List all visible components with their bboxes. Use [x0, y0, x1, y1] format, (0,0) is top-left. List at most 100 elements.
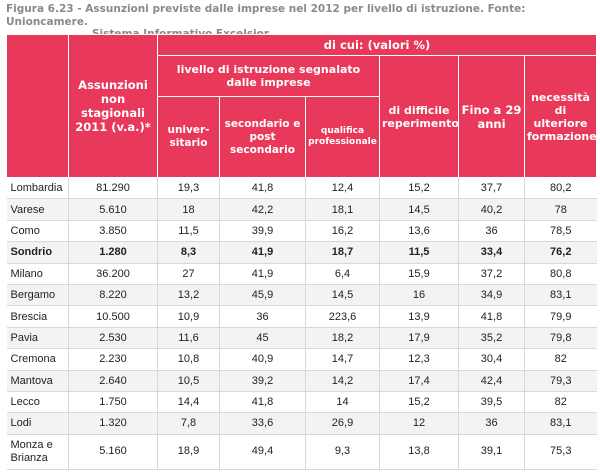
table-row: Lodi 1.320 7,8 33,6 26,9 12 36 83,1 — [6, 412, 597, 435]
table-row: Milano 36.200 27 41,9 6,4 15,9 37,2 80,8 — [6, 262, 597, 285]
cell-universitario: 13,2 — [157, 283, 220, 306]
cell-secondario: 49,4 — [219, 433, 306, 470]
row-name: Lombardia — [6, 176, 69, 199]
cell-formazione: 79,9 — [524, 305, 597, 328]
cell-qualifica: 14,2 — [305, 369, 380, 392]
cell-fino-29: 40,2 — [458, 198, 525, 221]
cell-secondario: 45 — [219, 326, 306, 349]
cell-secondario: 41,8 — [219, 390, 306, 413]
cell-formazione: 78 — [524, 198, 597, 221]
cell-qualifica: 18,2 — [305, 326, 380, 349]
cell-difficile: 15,2 — [379, 390, 459, 413]
header-ulteriore-formazione: necessità di ulteriore formazione — [523, 55, 598, 178]
cell-formazione: 82 — [524, 348, 597, 371]
cell-assunzioni: 10.500 — [68, 305, 158, 328]
table-row: Varese 5.610 18 42,2 18,1 14,5 40,2 78 — [6, 198, 597, 221]
table-row: Lombardia 81.290 19,3 41,8 12,4 15,2 37,… — [6, 176, 597, 199]
cell-qualifica: 14 — [305, 390, 380, 413]
cell-fino-29: 39,1 — [458, 433, 525, 470]
header-corner — [6, 34, 69, 178]
header-secondario: secondario e post secondario — [219, 96, 306, 178]
cell-universitario: 18,9 — [157, 433, 220, 470]
cell-secondario: 33,6 — [219, 412, 306, 435]
cell-assunzioni: 2.230 — [68, 348, 158, 371]
row-name: Brescia — [6, 305, 69, 328]
cell-assunzioni: 5.610 — [68, 198, 158, 221]
cell-fino-29: 34,9 — [458, 283, 525, 306]
cell-secondario: 45,9 — [219, 283, 306, 306]
cell-formazione: 78,5 — [524, 219, 597, 242]
cell-assunzioni: 1.320 — [68, 412, 158, 435]
cell-fino-29: 37,7 — [458, 176, 525, 199]
cell-secondario: 40,9 — [219, 348, 306, 371]
cell-universitario: 11,5 — [157, 219, 220, 242]
header-fino-29-anni: Fino a 29 anni — [458, 55, 525, 178]
cell-difficile: 12,3 — [379, 348, 459, 371]
cell-difficile: 13,8 — [379, 433, 459, 470]
cell-assunzioni: 2.640 — [68, 369, 158, 392]
cell-difficile: 17,9 — [379, 326, 459, 349]
row-name: Mantova — [6, 369, 69, 392]
cell-fino-29: 37,2 — [458, 262, 525, 285]
cell-difficile: 15,9 — [379, 262, 459, 285]
table-row: Mantova 2.640 10,5 39,2 14,2 17,4 42,4 7… — [6, 369, 597, 392]
row-name: Monza e Brianza — [6, 433, 69, 470]
cell-universitario: 10,8 — [157, 348, 220, 371]
cell-formazione: 75,3 — [524, 433, 597, 470]
cell-difficile: 14,5 — [379, 198, 459, 221]
cell-universitario: 8,3 — [157, 241, 220, 264]
cell-formazione: 80,8 — [524, 262, 597, 285]
cell-secondario: 41,9 — [219, 262, 306, 285]
cell-universitario: 10,5 — [157, 369, 220, 392]
cell-difficile: 12 — [379, 412, 459, 435]
row-name: Lecco — [6, 390, 69, 413]
header-qualifica: qualifica professionale — [305, 96, 380, 178]
cell-assunzioni: 1.750 — [68, 390, 158, 413]
header-livello-istruzione: livello di istruzione segnalato dalle im… — [157, 55, 380, 97]
cell-assunzioni: 8.220 — [68, 283, 158, 306]
row-name: Pavia — [6, 326, 69, 349]
cell-difficile: 13,9 — [379, 305, 459, 328]
table-body: Lombardia 81.290 19,3 41,8 12,4 15,2 37,… — [6, 176, 597, 470]
cell-fino-29: 35,2 — [458, 326, 525, 349]
cell-qualifica: 14,5 — [305, 283, 380, 306]
cell-qualifica: 12,4 — [305, 176, 380, 199]
header-difficile-reperimento: di difficile reperimento — [379, 55, 459, 178]
cell-difficile: 15,2 — [379, 176, 459, 199]
cell-qualifica: 6,4 — [305, 262, 380, 285]
cell-formazione: 83,1 — [524, 283, 597, 306]
cell-assunzioni: 5.160 — [68, 433, 158, 470]
cell-formazione: 80,2 — [524, 176, 597, 199]
cell-assunzioni: 1.280 — [68, 241, 158, 264]
cell-assunzioni: 3.850 — [68, 219, 158, 242]
cell-formazione: 79,3 — [524, 369, 597, 392]
cell-difficile: 11,5 — [379, 241, 459, 264]
cell-formazione: 79,8 — [524, 326, 597, 349]
cell-formazione: 76,2 — [524, 241, 597, 264]
row-name: Como — [6, 219, 69, 242]
table-row-highlighted: Sondrio 1.280 8,3 41,9 18,7 11,5 33,4 76… — [6, 241, 597, 264]
cell-secondario: 39,9 — [219, 219, 306, 242]
header-di-cui: di cui: (valori %) — [156, 34, 598, 56]
cell-fino-29: 36 — [458, 219, 525, 242]
cell-fino-29: 42,4 — [458, 369, 525, 392]
cell-universitario: 7,8 — [157, 412, 220, 435]
cell-fino-29: 39,5 — [458, 390, 525, 413]
table-row: Brescia 10.500 10,9 36 223,6 13,9 41,8 7… — [6, 305, 597, 328]
cell-universitario: 18 — [157, 198, 220, 221]
cell-secondario: 41,9 — [219, 241, 306, 264]
cell-formazione: 82 — [524, 390, 597, 413]
cell-universitario: 19,3 — [157, 176, 220, 199]
cell-qualifica: 18,1 — [305, 198, 380, 221]
cell-difficile: 16 — [379, 283, 459, 306]
cell-assunzioni: 81.290 — [68, 176, 158, 199]
table-row: Cremona 2.230 10,8 40,9 14,7 12,3 30,4 8… — [6, 348, 597, 371]
cell-formazione: 83,1 — [524, 412, 597, 435]
cell-fino-29: 33,4 — [458, 241, 525, 264]
cell-universitario: 11,6 — [157, 326, 220, 349]
table-row: Pavia 2.530 11,6 45 18,2 17,9 35,2 79,8 — [6, 326, 597, 349]
cell-secondario: 36 — [219, 305, 306, 328]
cell-qualifica: 16,2 — [305, 219, 380, 242]
cell-secondario: 39,2 — [219, 369, 306, 392]
cell-universitario: 27 — [157, 262, 220, 285]
